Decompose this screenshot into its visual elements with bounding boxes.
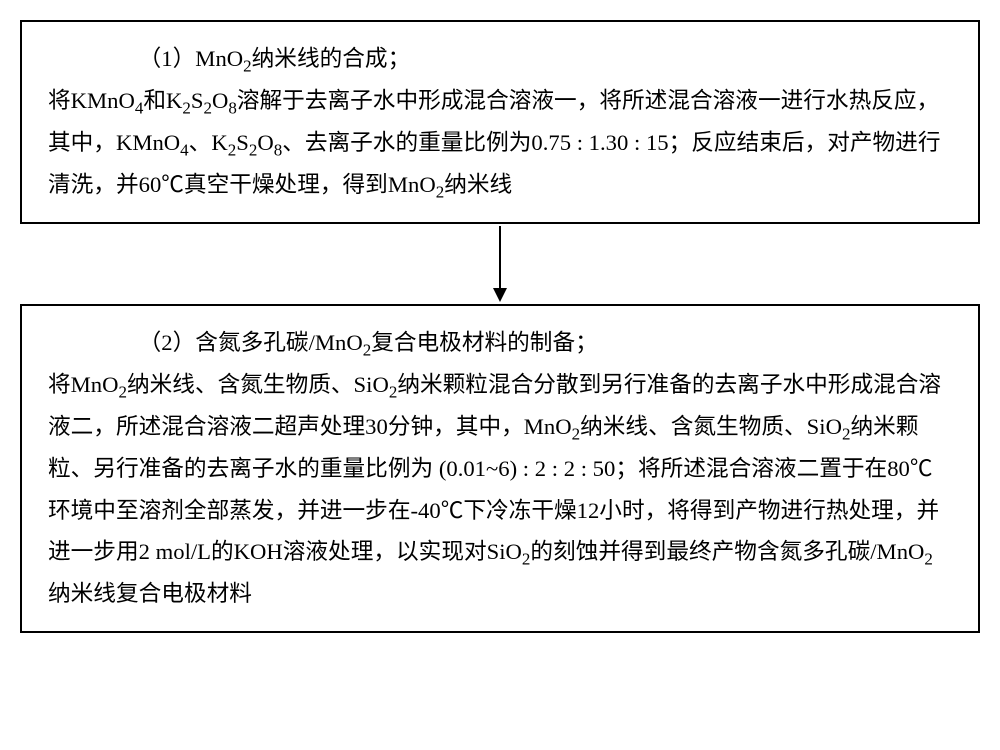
step-1-title: （1）MnO2纳米线的合成； [48,38,952,80]
flowchart-container: （1）MnO2纳米线的合成； 将KMnO4和K2S2O8溶解于去离子水中形成混合… [20,20,980,633]
arrow-1-to-2 [20,224,980,304]
step-1-body: 将KMnO4和K2S2O8溶解于去离子水中形成混合溶液一，将所述混合溶液一进行水… [48,80,952,206]
arrow-down-icon [490,226,510,302]
step-2-body: 将MnO2纳米线、含氮生物质、SiO2纳米颗粒混合分散到另行准备的去离子水中形成… [48,364,952,616]
step-2-title: （2）含氮多孔碳/MnO2复合电极材料的制备； [48,322,952,364]
step-2-box: （2）含氮多孔碳/MnO2复合电极材料的制备； 将MnO2纳米线、含氮生物质、S… [20,304,980,634]
step-1-box: （1）MnO2纳米线的合成； 将KMnO4和K2S2O8溶解于去离子水中形成混合… [20,20,980,224]
